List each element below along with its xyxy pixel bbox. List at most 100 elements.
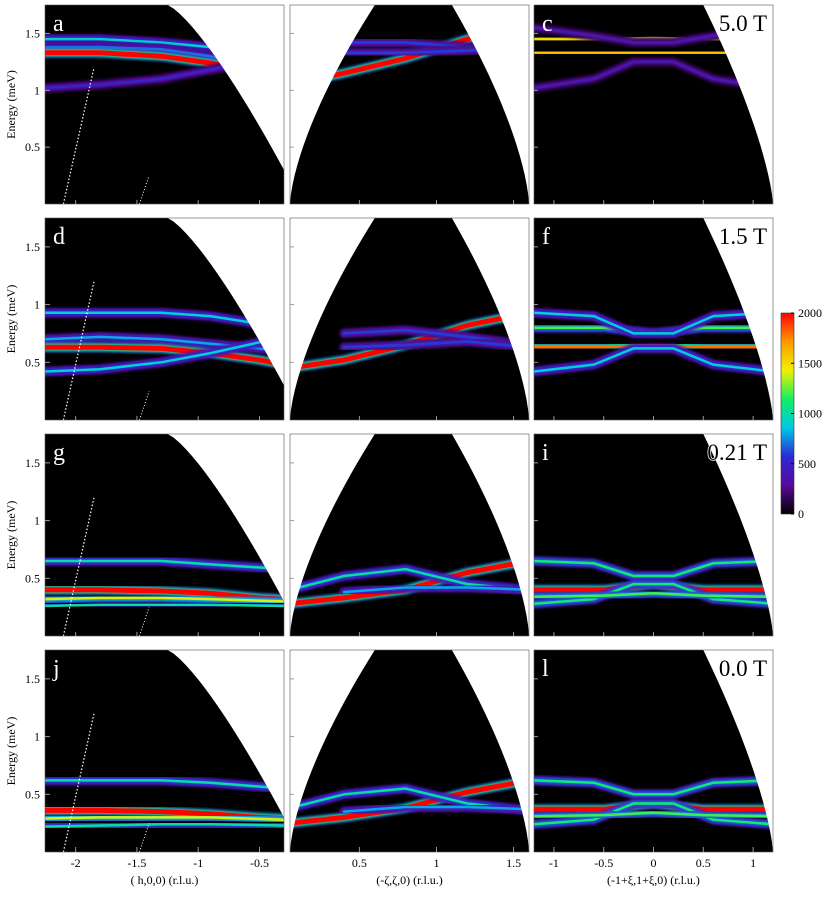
kinematic-boundary xyxy=(703,5,773,204)
panel-h xyxy=(290,434,529,636)
x-tick-label: -1.5 xyxy=(127,856,146,870)
y-tick-label: 1 xyxy=(34,514,40,528)
x-axis-label: ( h,0,0) (r.l.u.) xyxy=(131,873,199,887)
mode-branch xyxy=(339,802,529,817)
x-tick-label: -0.5 xyxy=(594,856,613,870)
x-tick-label: -1 xyxy=(549,856,559,870)
artifact-line xyxy=(138,606,150,636)
y-tick-label: 0.5 xyxy=(25,355,40,369)
panel-b xyxy=(290,5,529,204)
panel-letter: f xyxy=(542,224,550,250)
colorbar-tick-label: 1500 xyxy=(798,356,822,370)
y-tick-label: 0.5 xyxy=(25,787,40,801)
artifact-line xyxy=(62,497,95,636)
y-tick-label: 1.5 xyxy=(25,672,40,686)
y-tick-label: 0.5 xyxy=(25,140,40,154)
kinematic-boundary xyxy=(290,218,529,420)
y-tick-label: 1 xyxy=(34,730,40,744)
y-tick-label: 1 xyxy=(34,83,40,97)
panel-frame xyxy=(44,433,285,637)
x-axis-label: (-ζ,ζ,0) (r.l.u.) xyxy=(376,873,443,887)
panel-letter: j xyxy=(52,656,60,682)
panel-frame xyxy=(289,649,530,853)
kinematic-boundary xyxy=(703,650,773,852)
kinematic-boundary xyxy=(703,434,773,636)
x-tick-label: -1 xyxy=(193,856,203,870)
mode-branch xyxy=(534,307,773,339)
artifact-line xyxy=(138,822,150,852)
mode-branch xyxy=(45,556,284,575)
panel-frame xyxy=(44,649,285,853)
colorbar: 0 500 1000 1500 2000 xyxy=(780,306,822,521)
mode-branch xyxy=(534,775,773,800)
x-tick-label: 0.5 xyxy=(352,856,367,870)
mode-branch xyxy=(45,592,284,607)
mode-branch xyxy=(534,343,773,377)
y-tick-label: 0.5 xyxy=(25,571,40,585)
y-tick-label: 1.5 xyxy=(25,26,40,40)
panel-letter: b xyxy=(298,11,310,37)
kinematic-boundary xyxy=(167,650,284,852)
y-tick-label: 1.5 xyxy=(25,240,40,254)
artifact-line xyxy=(138,390,150,420)
x-axis-label: (-1+ξ,1+ξ,0) (r.l.u.) xyxy=(607,873,700,887)
panel-frame xyxy=(289,4,530,205)
panel-letter: c xyxy=(542,11,553,37)
panel-frame xyxy=(289,433,530,637)
mode-branch xyxy=(45,331,284,377)
panel-letter: d xyxy=(53,224,65,250)
panel-k xyxy=(290,650,529,852)
artifact-line xyxy=(62,713,95,852)
panel-d xyxy=(45,218,284,420)
panel-letter: l xyxy=(542,656,549,682)
panel-j xyxy=(45,650,284,852)
panel-f xyxy=(534,218,773,420)
panel-i xyxy=(534,434,773,636)
kinematic-boundary xyxy=(167,218,284,420)
panel-l xyxy=(534,650,773,852)
kinematic-boundary xyxy=(290,5,529,204)
colorbar-tick-label: 1000 xyxy=(798,407,822,421)
panel-c xyxy=(534,5,773,204)
panel-g xyxy=(45,434,284,636)
axis-labels: a 0.5 1 1.5 Energy (meV) b c 5.0 T d 0.5 1 1.5 Energ… xyxy=(4,11,768,887)
colorbar-tick-label: 500 xyxy=(798,457,816,471)
mode-branch xyxy=(45,307,284,333)
mode-branch xyxy=(534,588,773,602)
kinematic-boundary xyxy=(167,5,284,204)
panel-frame xyxy=(44,4,285,205)
heatmap-panels xyxy=(44,4,774,853)
y-axis-label: Energy (meV) xyxy=(4,501,18,570)
mode-branch xyxy=(45,342,284,370)
x-tick-label: 1.5 xyxy=(506,856,521,870)
artifact-line xyxy=(62,281,95,420)
y-axis-label: Energy (meV) xyxy=(4,285,18,354)
panel-letter: k xyxy=(298,656,310,682)
mode-branch xyxy=(45,819,284,832)
mode-branch xyxy=(534,556,773,581)
kinematic-boundary xyxy=(167,434,284,636)
y-tick-label: 1 xyxy=(34,298,40,312)
mode-branch xyxy=(339,582,529,598)
y-tick-label: 1.5 xyxy=(25,456,40,470)
x-tick-label: -0.5 xyxy=(250,856,269,870)
colorbar-tick-label: 2000 xyxy=(798,306,822,320)
kinematic-boundary xyxy=(290,434,529,636)
kinematic-boundary xyxy=(290,650,529,852)
y-axis-label: Energy (meV) xyxy=(4,70,18,139)
panel-frame xyxy=(289,217,530,421)
x-tick-label: 0.5 xyxy=(696,856,711,870)
mode-branch xyxy=(45,812,284,825)
panel-letter: g xyxy=(53,440,65,466)
mode-branch xyxy=(339,336,529,353)
mode-branch xyxy=(534,798,773,830)
x-tick-label: 1 xyxy=(433,856,439,870)
panel-letter: i xyxy=(542,440,549,466)
panel-letter: a xyxy=(53,11,64,37)
mode-branch xyxy=(534,807,773,822)
kinematic-boundary xyxy=(703,218,773,420)
field-label: 1.5 T xyxy=(719,224,767,249)
mode-branch xyxy=(45,599,284,611)
colorbar-tick-label: 0 xyxy=(798,507,804,521)
